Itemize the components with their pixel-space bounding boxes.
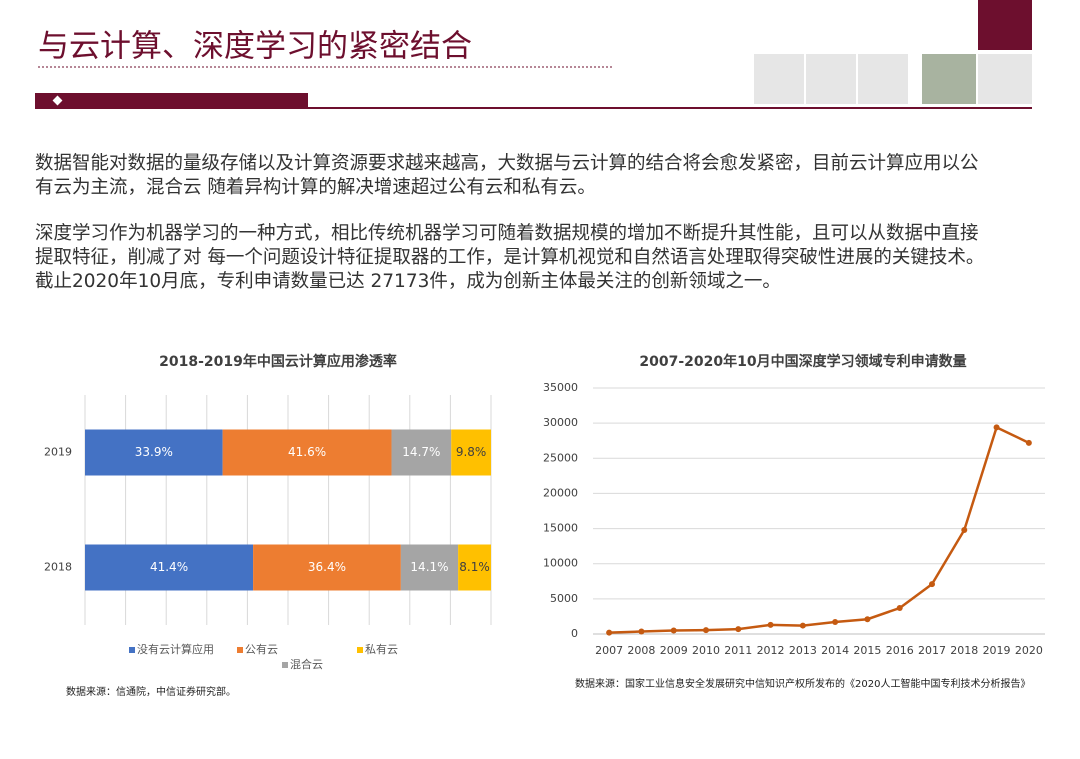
bar-segment: [253, 544, 401, 591]
paragraph: 深度学习作为机器学习的一种方式，相比传统机器学习可随着数据规模的增加不断提升其性…: [35, 223, 985, 292]
x-tick-label: 2008: [627, 644, 655, 657]
y-tick-label: 20000: [543, 486, 578, 499]
icon: [922, 54, 976, 104]
paragraph: 数据智能对数据的量级存储以及计算资源要求越来越高，大数据与云计算的结合将会愈发紧…: [35, 153, 979, 198]
data-point: [832, 619, 839, 626]
icon: [858, 54, 908, 104]
icon: [978, 54, 1032, 104]
data-point: [1025, 439, 1032, 446]
y-tick-label: 15000: [543, 522, 578, 535]
bar-icon: [52, 95, 63, 106]
icon: [806, 54, 856, 104]
legend-swatch: [237, 647, 243, 653]
x-tick-label: 2013: [789, 644, 817, 657]
bar-segment: [391, 429, 452, 476]
data-point: [799, 622, 806, 629]
y-tick-label: 25000: [543, 451, 578, 464]
data-label: 36.4%: [308, 560, 346, 574]
x-tick-label: 2014: [821, 644, 849, 657]
x-tick-label: 2012: [757, 644, 785, 657]
y-tick-label: 10000: [543, 557, 578, 570]
data-point: [735, 626, 742, 633]
bar-segment: [85, 429, 223, 476]
legend-label: 私有云: [365, 642, 398, 656]
x-tick-label: 2020: [1015, 644, 1043, 657]
legend-swatch: [129, 647, 135, 653]
source-note: 数据来源：信通院，中信证券研究部。: [66, 685, 236, 698]
data-point: [864, 616, 871, 623]
data-point: [670, 627, 677, 634]
data-point: [929, 581, 935, 588]
data-line: [609, 425, 1030, 634]
bar-segment: [451, 429, 491, 476]
data-point: [606, 629, 613, 636]
x-tick-label: 2010: [692, 644, 720, 657]
data-label: 41.4%: [150, 560, 188, 574]
data-label: 14.7%: [402, 445, 440, 459]
bar-segment: [85, 544, 254, 591]
slide-title: 与云计算、深度学习的紧密结合: [38, 29, 472, 65]
data-point: [993, 424, 1000, 431]
x-tick-label: 2016: [886, 644, 914, 657]
legend-label: 混合云: [290, 657, 323, 671]
data-label: 9.8%: [456, 445, 487, 459]
x-tick-label: 2017: [918, 644, 946, 657]
data-point: [638, 628, 645, 635]
data-label: 41.6%: [288, 445, 326, 459]
x-tick-label: 2018: [950, 644, 978, 657]
source-wrap: 数据来源：国家工业信息安全发展研究中信知识产权所发布的《2020人工智能中国专利…: [575, 679, 1031, 690]
bar-segment: [400, 544, 459, 591]
corner-block: [978, 0, 1032, 50]
x-tick-label: 2019: [983, 644, 1011, 657]
chart-title: 2018-2019年中国云计算应用渗透率: [159, 353, 397, 370]
data-label: 14.1%: [410, 560, 448, 574]
legend-swatch: [282, 662, 288, 668]
icon-strip: [754, 54, 1032, 104]
data-point: [961, 526, 968, 533]
y-tick-label: 35000: [543, 381, 578, 394]
legend-swatch: [357, 647, 363, 653]
y-tick-label: 30000: [543, 416, 578, 429]
x-tick-label: 2011: [724, 644, 752, 657]
y-tick-label: 2018: [44, 561, 72, 574]
source-note: 数据来源：国家工业信息安全发展研究中信知识产权所发布的《2020人工智能中国专利…: [575, 679, 1031, 690]
title-bar: [35, 93, 308, 108]
chart-title: 2007-2020年10月中国深度学习领域专利申请数量: [639, 353, 966, 370]
legend-label: 公有云: [245, 642, 278, 656]
legend-label: 没有云计算应用: [137, 642, 214, 656]
y-tick-label: 5000: [550, 592, 578, 605]
icon: [754, 54, 804, 104]
bar-segment: [222, 429, 392, 476]
data-label: 33.9%: [135, 445, 173, 459]
data-point: [767, 621, 774, 628]
bar-segment: [458, 544, 491, 591]
x-tick-label: 2007: [595, 644, 623, 657]
data-point: [703, 627, 709, 634]
y-tick-label: 0: [571, 627, 578, 640]
data-label: 8.1%: [459, 560, 490, 574]
y-tick-label: 2019: [44, 446, 72, 459]
x-tick-label: 2015: [853, 644, 881, 657]
x-tick-label: 2009: [660, 644, 688, 657]
data-point: [896, 604, 903, 611]
